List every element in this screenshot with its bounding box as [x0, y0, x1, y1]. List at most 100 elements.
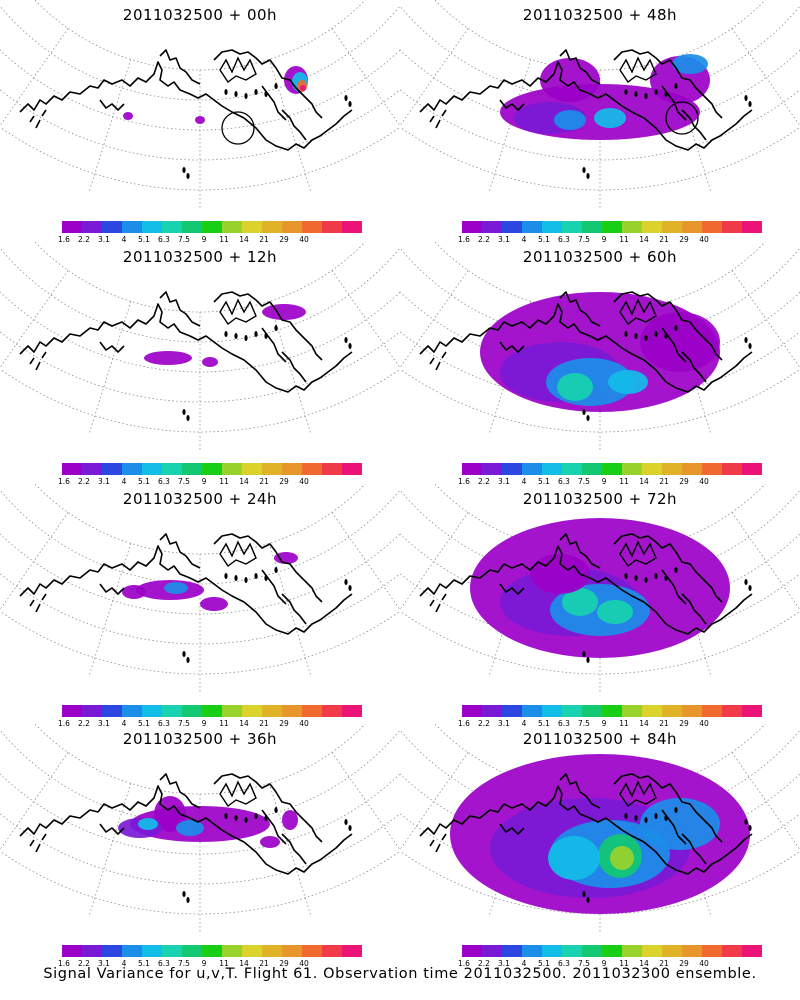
coastline [499, 583, 525, 595]
variance-region [672, 54, 708, 74]
colorbar-label: 11 [219, 477, 229, 486]
variance-region [557, 373, 593, 401]
graticule-latitude [0, 813, 400, 885]
colorbar-swatch [542, 705, 562, 717]
graticule-longitude [331, 270, 400, 369]
island [674, 83, 678, 89]
colorbar-label: 6.3 [558, 235, 570, 244]
graticule-longitude [488, 783, 532, 917]
colorbar-swatch [182, 705, 202, 717]
colorbar-swatch [162, 945, 182, 957]
colorbar-label: 40 [699, 719, 709, 728]
coastline [499, 823, 525, 835]
colorbar-swatch [242, 221, 262, 233]
island [234, 91, 238, 97]
colorbar-label: 29 [279, 719, 289, 728]
colorbar-label: 7.5 [578, 719, 590, 728]
graticule-longitude [782, 242, 800, 307]
island [586, 897, 590, 903]
colorbar-swatch [622, 705, 642, 717]
colorbar-label: 3.1 [498, 235, 510, 244]
colorbar-label: 11 [619, 235, 629, 244]
island [744, 95, 748, 101]
variance-region [200, 597, 228, 611]
colorbar-swatch [522, 463, 542, 475]
graticule-longitude [400, 724, 418, 789]
island [274, 325, 278, 331]
variance-region [610, 846, 634, 870]
island [644, 93, 648, 99]
colorbar-swatch [662, 463, 682, 475]
graticule-longitude [731, 270, 800, 369]
island [344, 337, 348, 343]
variance-region [262, 304, 306, 320]
colorbar-swatch [702, 705, 722, 717]
coastline [19, 61, 353, 151]
colorbar-swatch [702, 945, 722, 957]
island [264, 333, 268, 339]
colorbar-label: 14 [639, 235, 649, 244]
coastline [419, 303, 753, 393]
graticule-latitude [0, 5, 400, 101]
colorbar-swatch [502, 221, 522, 233]
graticule-longitude [782, 0, 800, 65]
graticule-longitude [731, 28, 800, 127]
island [674, 807, 678, 813]
panel-title: 2011032500 + 12h [122, 248, 278, 266]
graticule-latitude [34, 0, 366, 71]
map-projection [400, 724, 800, 934]
variance-region [202, 357, 218, 367]
graticule-longitude [0, 0, 18, 65]
colorbar-swatch [642, 463, 662, 475]
graticule-longitude [382, 242, 400, 307]
island [634, 575, 638, 581]
variance-region [138, 818, 158, 830]
colorbar-swatch [482, 945, 502, 957]
colorbar-label: 29 [279, 235, 289, 244]
coastline [499, 341, 525, 353]
island [274, 83, 278, 89]
colorbar-label: 11 [219, 235, 229, 244]
colorbar-label: 3.1 [98, 959, 110, 968]
graticule-longitude [400, 242, 418, 307]
colorbar-swatch [502, 463, 522, 475]
graticule-longitude [782, 484, 800, 549]
colorbar-label: 7.5 [178, 235, 190, 244]
island [674, 567, 678, 573]
colorbar-swatch [682, 221, 702, 233]
island [348, 825, 352, 831]
colorbar-label: 29 [279, 959, 289, 968]
island [654, 89, 658, 95]
colorbar-label: 7.5 [578, 477, 590, 486]
graticule-longitude [268, 543, 312, 677]
colorbar-label: 1.6 [58, 959, 70, 968]
colorbar-swatch [82, 705, 102, 717]
graticule-longitude [488, 59, 532, 193]
coastline [19, 785, 353, 875]
colorbar-label: 11 [619, 477, 629, 486]
panel-84h: 2011032500 + 84h 1.6 2.2 3.1 4 5.1 6.3 7.5 9 11 1… [400, 724, 800, 968]
colorbar-label: 3.1 [498, 959, 510, 968]
colorbar-label: 40 [299, 235, 309, 244]
panel-12h: 2011032500 + 12h 1.6 2.2 3.1 4 5.1 6.3 7.5 9 11 1… [0, 242, 400, 486]
colorbar-labels: 1.6 2.2 3.1 4 5.1 6.3 7.5 9 11 14 21 29 40 [0, 719, 400, 729]
colorbar-swatch [682, 705, 702, 717]
colorbar-label: 1.6 [458, 719, 470, 728]
archipelago [619, 780, 657, 808]
graticule-longitude [382, 484, 400, 549]
colorbar-label: 21 [259, 235, 269, 244]
island [348, 101, 352, 107]
colorbar-label: 2.2 [78, 477, 90, 486]
colorbar-label: 2.2 [478, 477, 490, 486]
island [654, 331, 658, 337]
colorbar-swatch [282, 705, 302, 717]
colorbar-label: 6.3 [158, 959, 170, 968]
colorbar-swatch [562, 221, 582, 233]
colorbar-label: 9 [601, 959, 607, 968]
colorbar-labels: 1.6 2.2 3.1 4 5.1 6.3 7.5 9 11 14 21 29 40 [400, 477, 800, 487]
colorbar-swatch [282, 221, 302, 233]
graticule-longitude [400, 752, 469, 851]
colorbar-swatch [162, 221, 182, 233]
island [744, 819, 748, 825]
colorbar-labels: 1.6 2.2 3.1 4 5.1 6.3 7.5 9 11 14 21 29 40 [400, 235, 800, 245]
